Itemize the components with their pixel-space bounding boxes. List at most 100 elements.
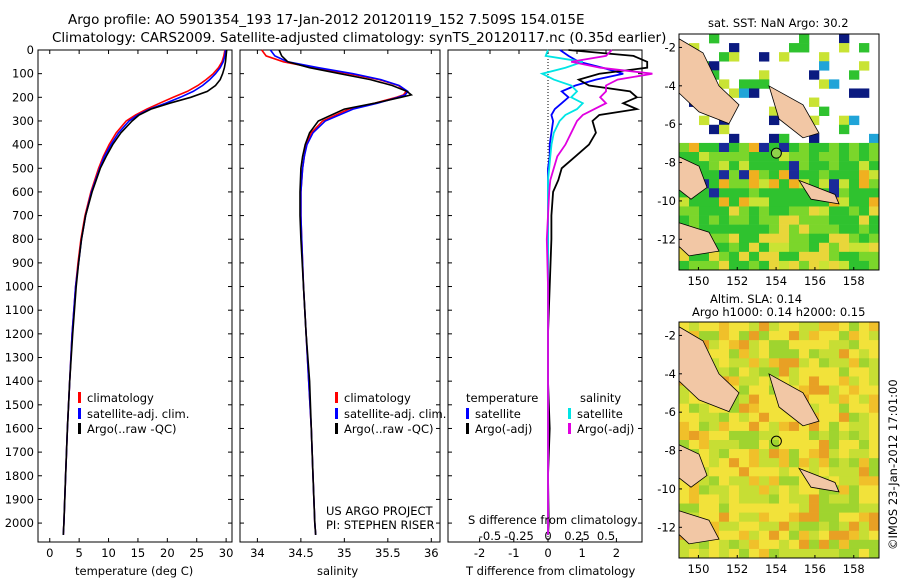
sst-lon-label: 154 bbox=[765, 274, 787, 288]
map-cell bbox=[819, 340, 830, 350]
map-cell bbox=[759, 440, 770, 450]
map-cell bbox=[739, 349, 750, 359]
map-cell bbox=[829, 358, 840, 368]
y-tick-label: 1100 bbox=[5, 303, 34, 317]
map-cell bbox=[679, 503, 690, 513]
map-cell bbox=[739, 476, 750, 486]
map-cell bbox=[849, 197, 860, 207]
map-cell bbox=[739, 161, 750, 171]
map-cell bbox=[789, 494, 800, 504]
x-tick-label: 0 bbox=[46, 546, 53, 560]
map-cell bbox=[859, 349, 870, 359]
map-cell bbox=[769, 242, 780, 253]
x-tick-label: -1 bbox=[508, 546, 519, 560]
map-cell bbox=[809, 376, 820, 386]
map-cell bbox=[729, 52, 740, 62]
map-cell bbox=[729, 485, 740, 495]
map-cell bbox=[799, 152, 810, 162]
map-cell bbox=[779, 421, 790, 432]
x-tick-label: 35 bbox=[337, 546, 352, 560]
map-cell bbox=[759, 494, 770, 504]
pi-label: PI: STEPHEN RISER bbox=[326, 518, 435, 532]
map-cell bbox=[759, 467, 770, 477]
map-cell bbox=[809, 97, 820, 107]
land-new-ireland bbox=[768, 85, 820, 139]
map-cell bbox=[769, 449, 780, 459]
map-cell bbox=[859, 521, 870, 532]
map-cell bbox=[839, 43, 850, 53]
map-cell bbox=[699, 403, 710, 414]
map-cell bbox=[869, 188, 880, 198]
x-tick-label: 0.5 bbox=[597, 529, 615, 543]
map-cell bbox=[739, 421, 750, 432]
map-cell bbox=[719, 52, 730, 62]
map-cell bbox=[869, 349, 880, 359]
map-cell bbox=[809, 367, 820, 377]
map-cell bbox=[729, 476, 740, 486]
x-tick-label: 35.5 bbox=[375, 546, 401, 560]
map-cell bbox=[739, 170, 750, 180]
legend-item-climatology: climatology bbox=[335, 391, 446, 407]
map-cell bbox=[699, 430, 710, 441]
map-cell bbox=[849, 331, 860, 341]
map-cell bbox=[819, 458, 830, 468]
map-cell bbox=[739, 548, 750, 559]
map-cell bbox=[819, 242, 830, 253]
map-cell bbox=[719, 322, 730, 332]
map-cell bbox=[829, 530, 840, 541]
y-tick-label: 1900 bbox=[5, 492, 34, 506]
map-cell bbox=[809, 242, 820, 253]
map-cell bbox=[709, 233, 720, 244]
map-cell bbox=[759, 430, 770, 441]
map-cell bbox=[709, 251, 720, 262]
map-cell bbox=[789, 376, 800, 386]
x-tick-label: 1 bbox=[579, 546, 586, 560]
map-cell bbox=[859, 476, 870, 486]
map-cell bbox=[769, 179, 780, 189]
map-cell bbox=[769, 197, 780, 207]
map-cell bbox=[839, 494, 850, 504]
map-cell bbox=[779, 485, 790, 495]
map-cell bbox=[859, 179, 870, 189]
map-cell bbox=[789, 322, 800, 332]
map-cell bbox=[799, 251, 810, 262]
map-cell bbox=[839, 152, 850, 162]
map-cell bbox=[709, 179, 720, 189]
sal-xlabel: salinity bbox=[317, 564, 359, 578]
map-cell bbox=[819, 349, 830, 359]
map-cell bbox=[829, 367, 840, 377]
map-cell bbox=[849, 539, 860, 550]
map-cell bbox=[859, 440, 870, 450]
map-cell bbox=[689, 421, 700, 432]
map-cell bbox=[829, 349, 840, 359]
x-tick-label: 20 bbox=[160, 546, 175, 560]
sla-lat-label: -12 bbox=[657, 520, 676, 534]
map-cell bbox=[799, 430, 810, 441]
map-cell bbox=[809, 260, 820, 271]
map-cell bbox=[779, 367, 790, 377]
map-cell bbox=[709, 152, 720, 162]
map-cell bbox=[739, 322, 750, 332]
map-cell bbox=[759, 260, 770, 271]
map-cell bbox=[809, 340, 820, 350]
map-cell bbox=[829, 440, 840, 450]
map-cell bbox=[749, 233, 760, 244]
map-cell bbox=[709, 485, 720, 495]
map-cell bbox=[759, 421, 770, 432]
map-cell bbox=[869, 548, 880, 559]
map-cell bbox=[869, 224, 880, 234]
map-cell bbox=[819, 412, 830, 423]
map-cell bbox=[849, 215, 860, 225]
map-cell bbox=[809, 251, 820, 262]
map-cell bbox=[859, 224, 870, 234]
sst-lat-label: -2 bbox=[665, 40, 676, 54]
map-cell bbox=[819, 224, 830, 234]
map-cell bbox=[799, 206, 810, 216]
map-cell bbox=[689, 440, 700, 450]
map-cell bbox=[809, 115, 820, 126]
map-cell bbox=[859, 197, 870, 207]
map-cell bbox=[709, 34, 720, 44]
map-cell bbox=[749, 440, 760, 450]
map-cell bbox=[719, 440, 730, 450]
